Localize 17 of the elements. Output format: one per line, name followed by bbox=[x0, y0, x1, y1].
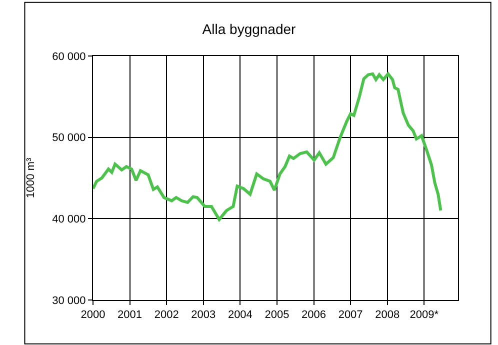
x-tick-label: 2005 bbox=[264, 309, 290, 322]
y-tick-label: 40 000 bbox=[52, 214, 86, 226]
line-series bbox=[93, 72, 442, 221]
x-tick-label: 2007 bbox=[338, 309, 363, 322]
x-tick-label: 2002 bbox=[154, 309, 179, 322]
y-tick-label: 30 000 bbox=[52, 294, 86, 307]
x-tick-label: 2006 bbox=[302, 309, 326, 322]
y-tick-label: 60 000 bbox=[52, 50, 86, 63]
x-tick-label: 2001 bbox=[118, 309, 142, 322]
x-tick-label: 2004 bbox=[228, 309, 252, 322]
x-tick-label: 2000 bbox=[80, 309, 106, 322]
chart-title: Alla byggnader bbox=[202, 20, 296, 37]
y-axis-title: 1000 m³ bbox=[24, 157, 37, 198]
x-tick-label: 2008 bbox=[375, 309, 400, 322]
y-tick-label: 50 000 bbox=[52, 132, 86, 144]
x-tick-label: 2009* bbox=[410, 309, 440, 322]
x-tick-label: 2003 bbox=[191, 309, 216, 322]
